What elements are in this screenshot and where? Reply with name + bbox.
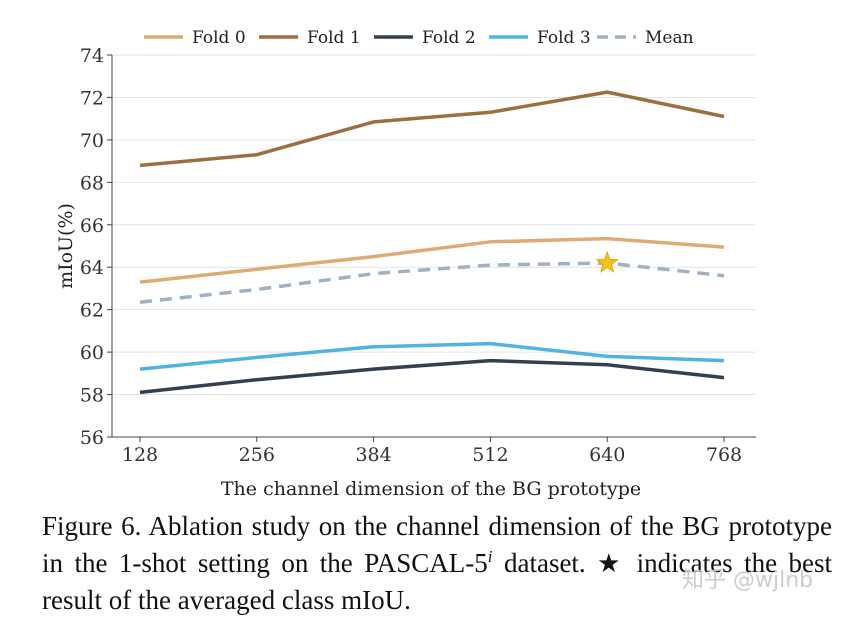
best-marker	[595, 250, 619, 273]
series-lines	[139, 90, 725, 395]
legend-label: Fold 0	[192, 28, 246, 48]
axes	[111, 55, 756, 438]
x-tick-label: 512	[472, 444, 508, 466]
star-icon: ★	[597, 549, 626, 578]
best-star-icon	[595, 250, 619, 273]
x-tick-label: 640	[589, 444, 625, 466]
caption-text-2: dataset.	[492, 548, 598, 578]
series-line-fold-1	[139, 90, 725, 168]
legend: Fold 0 Fold 1 Fold 2 Fold 3 Mean	[144, 28, 694, 48]
x-tick-label: 256	[239, 444, 275, 466]
legend-label: Fold 2	[422, 28, 476, 48]
x-ticks: 128 256 384 512 640 768	[122, 437, 742, 466]
x-tick-label: 384	[355, 444, 391, 466]
y-tick-label: 56	[80, 427, 104, 449]
y-axis-title: mIoU(%)	[55, 203, 77, 289]
legend-label: Fold 3	[537, 28, 591, 48]
x-tick-label: 768	[706, 444, 742, 466]
x-tick-label: 128	[122, 444, 158, 466]
y-tick-label: 68	[80, 172, 104, 194]
y-tick-label: 62	[80, 300, 104, 322]
y-tick-label: 72	[80, 87, 104, 109]
series-line-fold-0	[139, 236, 725, 284]
y-tick-label: 58	[80, 385, 104, 407]
series-line-fold-2	[139, 358, 725, 395]
watermark: 知乎 @wjlnb	[682, 568, 814, 593]
y-tick-label: 60	[80, 342, 104, 364]
gridlines	[112, 54, 756, 396]
y-ticks: 56 58 60 62 64 66 68 70 72 74	[80, 45, 112, 449]
legend-label: Mean	[645, 28, 694, 48]
caption-superscript: i	[487, 547, 493, 566]
caption-text-1: Figure 6. Ablation study on the channel …	[42, 511, 832, 578]
series-line-fold-3	[139, 341, 725, 371]
x-axis-title: The channel dimension of the BG prototyp…	[221, 478, 641, 500]
y-tick-label: 64	[80, 257, 104, 279]
y-tick-label: 74	[80, 45, 104, 67]
y-tick-label: 70	[80, 130, 104, 152]
legend-label: Fold 1	[307, 28, 361, 48]
figure-caption: Figure 6. Ablation study on the channel …	[42, 508, 832, 619]
series-line-mean	[139, 261, 725, 304]
y-tick-label: 66	[80, 215, 104, 237]
caption-text-3: indicates the best result of the average…	[42, 548, 833, 615]
